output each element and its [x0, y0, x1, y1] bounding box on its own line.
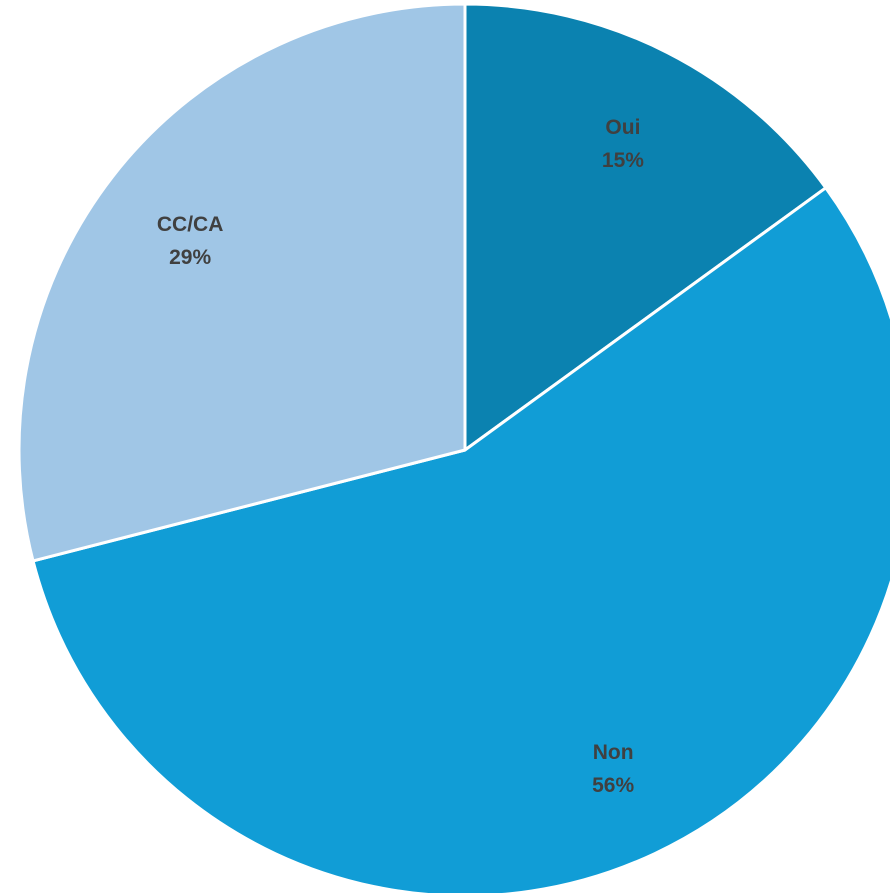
pie-slice-oui: [463, 2, 828, 452]
pie-slice-non: [31, 186, 890, 893]
slice-value-label-cc-ca: 29%: [169, 246, 211, 269]
slice-label-cc-ca: CC/CA: [157, 213, 224, 236]
pie-slices: [17, 2, 890, 893]
pie-labels: Oui 15% Non 56% CC/CA 29%: [157, 116, 644, 797]
slice-value-label-oui: 15%: [602, 149, 644, 172]
slice-label-oui: Oui: [605, 116, 640, 139]
pie-slice-cc-ca: [17, 2, 467, 563]
slice-label-non: Non: [593, 741, 634, 764]
slice-value-label-non: 56%: [592, 774, 634, 797]
